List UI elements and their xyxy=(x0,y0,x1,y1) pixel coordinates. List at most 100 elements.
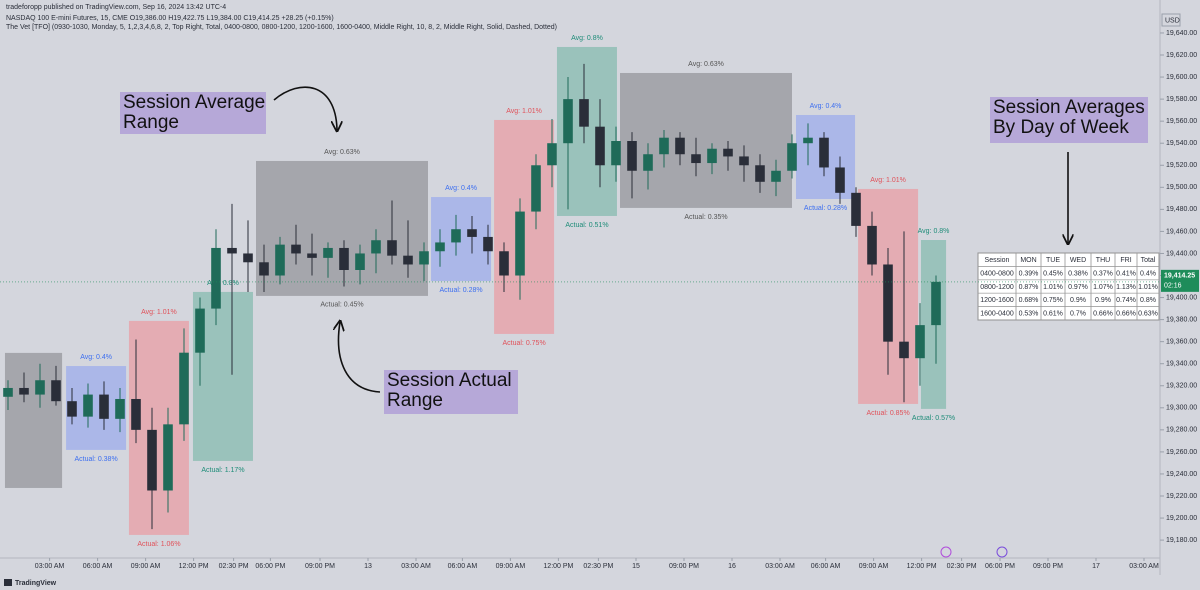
table-header: FRI xyxy=(1120,257,1131,264)
y-tick-label: 19,400.00 xyxy=(1166,294,1197,301)
table-value: 0.39% xyxy=(1019,270,1039,277)
candle-body xyxy=(403,255,413,265)
y-tick-label: 19,460.00 xyxy=(1166,228,1197,235)
candle-body xyxy=(499,251,509,276)
y-tick-label: 19,220.00 xyxy=(1166,493,1197,500)
candle-body xyxy=(819,137,829,168)
candle-body xyxy=(387,240,397,256)
candle-body xyxy=(707,148,717,164)
session-avg-label: Avg: 0.8% xyxy=(918,228,950,235)
table-header: Session xyxy=(985,257,1010,264)
annotation-text: By Day of Week xyxy=(993,117,1129,138)
y-tick-label: 19,320.00 xyxy=(1166,383,1197,390)
session-actual-label: Actual: 1.17% xyxy=(201,467,244,474)
annotation-text: Range xyxy=(123,112,179,133)
x-tick-label: 03:00 AM xyxy=(765,563,795,570)
y-tick-label: 19,340.00 xyxy=(1166,361,1197,368)
table-value: 0.41% xyxy=(1116,270,1136,277)
candle-body xyxy=(451,229,461,243)
annotation-text: Range xyxy=(387,390,443,411)
candle-body xyxy=(227,247,237,254)
session-box xyxy=(620,72,792,208)
candle-body xyxy=(355,253,365,270)
publisher: tradeforopp published on TradingView.com… xyxy=(6,4,226,11)
y-tick-label: 19,640.00 xyxy=(1166,30,1197,37)
candle-body xyxy=(739,156,749,166)
x-tick-label: 09:00 PM xyxy=(305,563,335,570)
table-header: MON xyxy=(1020,257,1036,264)
table-header: THU xyxy=(1096,257,1110,264)
x-tick-label: 06:00 AM xyxy=(83,563,113,570)
y-tick-label: 19,620.00 xyxy=(1166,52,1197,59)
table-value: 0.9% xyxy=(1095,297,1111,304)
plot-area: Avg: 0.4% Actual: 0.38% Avg: 1.01% Actual: … xyxy=(3,35,955,548)
event-icon[interactable] xyxy=(940,546,952,558)
table-value: 0.4% xyxy=(1140,270,1156,277)
candle-body xyxy=(547,143,557,166)
session-avg-label: Avg: 1.01% xyxy=(141,309,177,316)
last-price: 19,414.25 xyxy=(1164,273,1195,280)
session-actual-label: Actual: 0.57% xyxy=(912,415,955,422)
candle-body xyxy=(883,264,893,342)
candle-body xyxy=(275,244,285,276)
session-actual-label: Actual: 0.45% xyxy=(320,302,363,309)
arrow xyxy=(339,322,381,393)
candle-body xyxy=(211,247,221,309)
candle-body xyxy=(483,236,493,252)
candle-body xyxy=(643,154,653,171)
table-value: 1.13% xyxy=(1116,284,1136,291)
x-tick-label: 03:00 AM xyxy=(1129,563,1159,570)
candle-body xyxy=(259,262,269,276)
x-tick-label: 03:00 AM xyxy=(35,563,65,570)
table-value: 0.53% xyxy=(1019,311,1039,318)
candle-body xyxy=(627,141,637,171)
session-actual-label: Actual: 0.75% xyxy=(502,340,545,347)
candle-body xyxy=(755,165,765,182)
y-tick-label: 19,380.00 xyxy=(1166,316,1197,323)
table-header: WED xyxy=(1070,257,1086,264)
x-tick-label: 02:30 PM xyxy=(583,563,613,570)
y-tick-label: 19,600.00 xyxy=(1166,74,1197,81)
session-actual-label: Actual: 1.06% xyxy=(137,541,180,548)
table-value: 1.01% xyxy=(1043,284,1063,291)
session-actual-label: Actual: 0.28% xyxy=(804,205,847,212)
session-avg-label: Avg: 0.4% xyxy=(445,185,477,192)
x-tick-label: 06:00 AM xyxy=(811,563,841,570)
x-tick-label: 06:00 PM xyxy=(255,563,285,570)
session-actual-label: Actual: 0.85% xyxy=(866,410,909,417)
x-tick-label: 09:00 PM xyxy=(1033,563,1063,570)
event-icon[interactable] xyxy=(996,546,1008,558)
candle-body xyxy=(323,247,333,258)
session-actual-label: Actual: 0.35% xyxy=(684,214,727,221)
x-tick-label: 06:00 PM xyxy=(985,563,1015,570)
table-value: 1.07% xyxy=(1093,284,1113,291)
y-tick-label: 19,280.00 xyxy=(1166,427,1197,434)
candle-body xyxy=(515,211,525,276)
table-value: 0.63% xyxy=(1138,311,1158,318)
session-avg-label: Avg: 0.8% xyxy=(207,280,239,287)
last-price-badge xyxy=(1161,269,1199,292)
candle-body xyxy=(835,167,845,193)
x-tick-label: 17 xyxy=(1092,563,1100,570)
candle-body xyxy=(339,247,349,270)
y-tick-label: 19,540.00 xyxy=(1166,140,1197,147)
y-tick-label: 19,240.00 xyxy=(1166,471,1197,478)
candle-body xyxy=(243,253,253,263)
brand-logo xyxy=(4,579,12,586)
candle-body xyxy=(419,251,429,265)
candle-body xyxy=(659,137,669,155)
symbol-line: NASDAQ 100 E-mini Futures, 15, CME O19,3… xyxy=(6,15,334,22)
candle-body xyxy=(691,154,701,164)
candle-body xyxy=(563,99,573,144)
brand: TradingView xyxy=(15,580,57,587)
candle-body xyxy=(899,341,909,359)
candle-body xyxy=(579,99,589,127)
table-value: 1600-0400 xyxy=(980,311,1014,318)
candle-body xyxy=(195,308,205,353)
candle-body xyxy=(611,141,621,166)
x-tick-label: 12:00 PM xyxy=(907,563,937,570)
candle-body xyxy=(35,380,45,395)
